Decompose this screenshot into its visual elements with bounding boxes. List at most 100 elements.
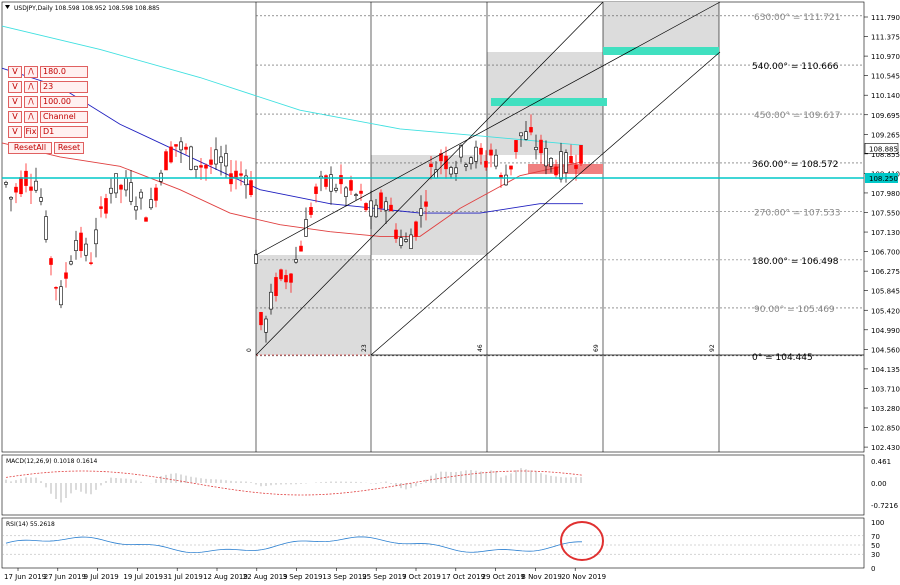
date-label: 31 Jul 2019: [163, 573, 203, 581]
candles: [4, 114, 583, 343]
candle-body: [59, 286, 63, 306]
reset-button[interactable]: Reset: [54, 142, 84, 154]
candle-body: [174, 144, 178, 147]
candle-body: [139, 191, 143, 199]
channel-line: [255, 1, 604, 356]
candle-body: [559, 151, 563, 180]
candle-body: [89, 262, 93, 264]
candle-body: [384, 201, 388, 211]
angle-up-button[interactable]: /\: [24, 66, 38, 78]
bars-up-button[interactable]: /\: [24, 81, 38, 93]
step-value[interactable]: 100.00: [40, 96, 88, 108]
angle-down-button[interactable]: V: [8, 66, 22, 78]
price-tick-label: 102.430: [871, 444, 900, 452]
candle-body: [299, 245, 303, 252]
candle-body: [409, 234, 413, 249]
candle-body: [324, 175, 328, 187]
step-up-button[interactable]: /\: [24, 96, 38, 108]
teal-zone-upper: [603, 47, 719, 55]
date-label: 13 Sep 2019: [322, 573, 366, 581]
ma-blue-line: [1, 67, 583, 214]
candle-body: [544, 148, 548, 167]
angle-value[interactable]: 180.0: [40, 66, 88, 78]
candle-body: [474, 146, 478, 162]
teal-zone-lower: [491, 98, 607, 106]
date-label: 20 Nov 2019: [561, 573, 606, 581]
candle-body: [454, 167, 458, 174]
gann-level-label: 180.00° = 106.498: [752, 257, 839, 267]
candle-body: [184, 146, 188, 150]
gann-level-label: 630.00° = 111.721: [754, 13, 840, 23]
candle-body: [249, 180, 253, 196]
mode-down-button[interactable]: V: [8, 111, 22, 123]
date-label: 25 Sep 2019: [362, 573, 406, 581]
candle-body: [399, 237, 403, 246]
candle-body: [554, 166, 558, 176]
step-down-button[interactable]: V: [8, 96, 22, 108]
candle-body: [179, 141, 183, 151]
candle-body: [189, 146, 193, 170]
rsi-line: [5, 536, 583, 554]
mode-value[interactable]: Channel: [40, 111, 88, 123]
candle-body: [569, 156, 573, 164]
price-tick-label: 105.420: [871, 307, 900, 315]
candle-body: [264, 318, 268, 333]
candle-body: [354, 194, 358, 196]
gann-box: [371, 155, 487, 255]
date-label: 3 Sep 2019: [283, 573, 323, 581]
candle-body: [564, 152, 568, 173]
candle-body: [539, 139, 543, 154]
candle-body: [484, 160, 488, 168]
macd-signal-line: [5, 470, 583, 496]
candle-body: [419, 208, 423, 216]
date-label: 19 Jul 2019: [123, 573, 163, 581]
rsi-header: RSI(14) 55.2618: [6, 521, 55, 528]
candle-body: [459, 145, 463, 158]
candle-body: [214, 149, 218, 165]
date-label: 12 Aug 2019: [203, 573, 248, 581]
candle-body: [369, 200, 373, 217]
price-tick-label: 108.855: [871, 151, 900, 159]
candle-body: [444, 155, 448, 170]
date-label: 8 Nov 2019: [521, 573, 561, 581]
reset-all-button[interactable]: ResetAll: [8, 142, 52, 154]
date-label: 17 Oct 2019: [442, 573, 485, 581]
candle-body: [574, 164, 578, 169]
macd-panel: 0.461 0.00 -0.7216: [5, 458, 899, 510]
price-tick-label: 107.980: [871, 190, 900, 198]
gann-level-label: 450.00° = 109.617: [754, 111, 840, 121]
bars-down-button[interactable]: V: [8, 81, 22, 93]
gann-time-mark: 23: [361, 344, 368, 352]
candle-body: [364, 203, 368, 211]
support-price-box: [865, 172, 898, 183]
candle-body: [529, 127, 533, 133]
price-tick-label: 106.700: [871, 249, 900, 257]
date-label: 9 Jul 2019: [84, 573, 119, 581]
candle-body: [489, 149, 493, 156]
macd-header: MACD(12,26,9) 0.1018 0.1614: [6, 458, 98, 465]
price-tick-label: 105.845: [871, 288, 900, 296]
gann-level-labels: 630.00° = 111.721 540.00° = 110.666 450.00…: [752, 13, 840, 363]
timeframe-down-button[interactable]: V: [8, 126, 22, 138]
bars-value[interactable]: 23: [40, 81, 88, 93]
candle-body: [54, 287, 58, 289]
candle-body: [424, 201, 428, 207]
candle-body: [359, 190, 363, 194]
candle-body: [4, 182, 8, 185]
candle-body: [224, 153, 228, 167]
gann-level-label: 270.00° = 107.533: [754, 209, 840, 219]
candle-body: [389, 204, 393, 212]
timeframe-value[interactable]: D1: [40, 126, 88, 138]
gann-level-label: 360.00° = 108.572: [752, 160, 838, 170]
candle-body: [289, 273, 293, 283]
gann-level-label: 90.00° = 105.469: [754, 305, 835, 315]
mode-up-button[interactable]: /\: [24, 111, 38, 123]
candle-body: [494, 154, 498, 167]
candle-body: [314, 186, 318, 194]
candle-body: [509, 165, 513, 170]
price-tick-label: 110.545: [871, 73, 900, 81]
rsi-tick-label: 30: [871, 551, 880, 559]
fix-button[interactable]: Fix: [24, 126, 38, 138]
candle-body: [429, 163, 433, 168]
